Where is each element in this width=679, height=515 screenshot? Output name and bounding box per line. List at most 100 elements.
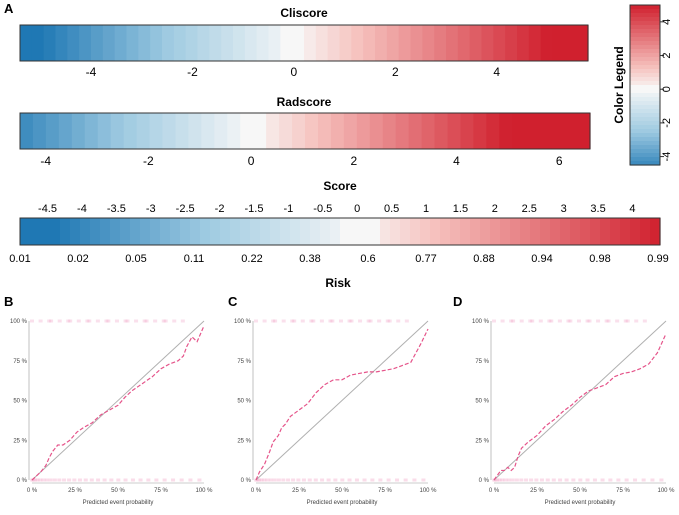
legend-tick-label: -4 (661, 152, 673, 162)
legend-tick-label: 4 (661, 19, 673, 25)
nonevent-marker (33, 478, 38, 482)
nonevent-marker (109, 478, 114, 482)
color-cell (350, 218, 361, 245)
color-cell (400, 218, 411, 245)
color-cell (280, 25, 293, 61)
event-marker (347, 319, 352, 323)
nonevent-marker (259, 478, 264, 482)
color-cell (170, 218, 181, 245)
risk-axis: 0.01 0.02 0.05 0.11 0.22 0.38 0.6 0.77 0.88 0.94 0… (9, 253, 668, 265)
color-cell (320, 218, 331, 245)
color-cell (460, 218, 471, 245)
color-cell (551, 113, 565, 149)
event-marker (576, 319, 581, 323)
event-marker (292, 319, 297, 323)
legend-cell (630, 69, 660, 74)
nonevent-marker (130, 478, 135, 482)
radscore-color-bar (20, 113, 591, 149)
event-marker (161, 319, 166, 323)
event-marker (49, 319, 54, 323)
nonevent-marker (564, 478, 569, 482)
legend-cell (630, 85, 660, 90)
color-cell (45, 113, 60, 149)
legend-cell (630, 37, 660, 42)
event-marker (180, 319, 185, 323)
nonevent-marker (421, 478, 426, 482)
event-marker (368, 319, 373, 323)
x-axis-label: Predicted event probability (83, 500, 154, 506)
event-marker (57, 319, 62, 323)
calibration-plot-b: 0 % 0 % 25 % 25 % 50 % 50 % 75 % 75 % 100 % 100 %… (10, 319, 213, 506)
color-cell (180, 218, 191, 245)
color-cell (640, 218, 651, 245)
nonevent-marker (57, 478, 62, 482)
nonevent-marker (539, 478, 544, 482)
color-cell (505, 25, 518, 61)
color-cell (292, 25, 305, 61)
nonevent-marker (77, 478, 82, 482)
color-cell (382, 113, 397, 149)
cliscore-bar-frame (19, 24, 589, 62)
legend-cell (630, 141, 660, 146)
legend-cell (630, 113, 660, 118)
color-cell (650, 218, 661, 245)
color-cell (390, 218, 401, 245)
nonevent-marker (347, 478, 352, 482)
risk-value: 0.38 (299, 253, 320, 265)
color-cell (162, 113, 177, 149)
event-marker (642, 319, 647, 323)
legend-cell (630, 65, 660, 70)
nonevent-marker (286, 478, 291, 482)
color-cell (266, 113, 280, 149)
color-cell (317, 113, 332, 149)
nonevent-marker (354, 478, 359, 482)
calibration-plot-c: 0 % 0 % 25 % 25 % 50 % 50 % 75 % 75 % 100 % 100 %… (234, 319, 437, 506)
tick-label: 4 (629, 203, 635, 215)
nonevent-marker (307, 478, 312, 482)
color-cell (330, 218, 341, 245)
color-cell (244, 25, 258, 61)
legend-cell (630, 117, 660, 122)
tick-label: 0 (354, 203, 360, 215)
event-marker (557, 319, 562, 323)
event-marker (85, 319, 90, 323)
cliscore-axis: -4 -2 0 2 4 (86, 65, 501, 79)
nonevent-marker (197, 478, 202, 482)
event-marker (634, 319, 639, 323)
color-cell (253, 113, 267, 149)
color-cell (43, 25, 57, 61)
color-cell (493, 25, 506, 61)
color-cell (220, 218, 231, 245)
tick-label: 0 (248, 154, 255, 168)
nonevent-marker (291, 478, 296, 482)
color-cell (150, 25, 163, 61)
color-cell (525, 113, 539, 149)
nonevent-marker (179, 478, 184, 482)
color-cell (395, 113, 410, 149)
event-marker (319, 319, 324, 323)
event-marker (66, 319, 71, 323)
color-cell (84, 113, 99, 149)
color-cell (233, 25, 246, 61)
legend-tick-label: 0 (661, 86, 673, 92)
color-cell (530, 218, 541, 245)
color-cell (67, 25, 80, 61)
nonevent-marker (529, 478, 534, 482)
legend-cell (630, 77, 660, 82)
nonevent-marker (641, 478, 646, 482)
color-cell (360, 218, 371, 245)
y-tick-label: 75 % (237, 359, 251, 365)
color-cell (512, 113, 526, 149)
nonevent-marker (296, 478, 301, 482)
event-marker (281, 319, 286, 323)
legend-cell (630, 97, 660, 102)
color-cell (470, 218, 481, 245)
color-cell (80, 218, 91, 245)
tick-label: 1.5 (453, 203, 468, 215)
event-marker (254, 319, 258, 323)
color-cell (304, 25, 317, 61)
event-marker (358, 319, 363, 323)
event-marker (134, 319, 139, 323)
legend-cell (630, 61, 660, 66)
nonevent-marker (633, 478, 638, 482)
